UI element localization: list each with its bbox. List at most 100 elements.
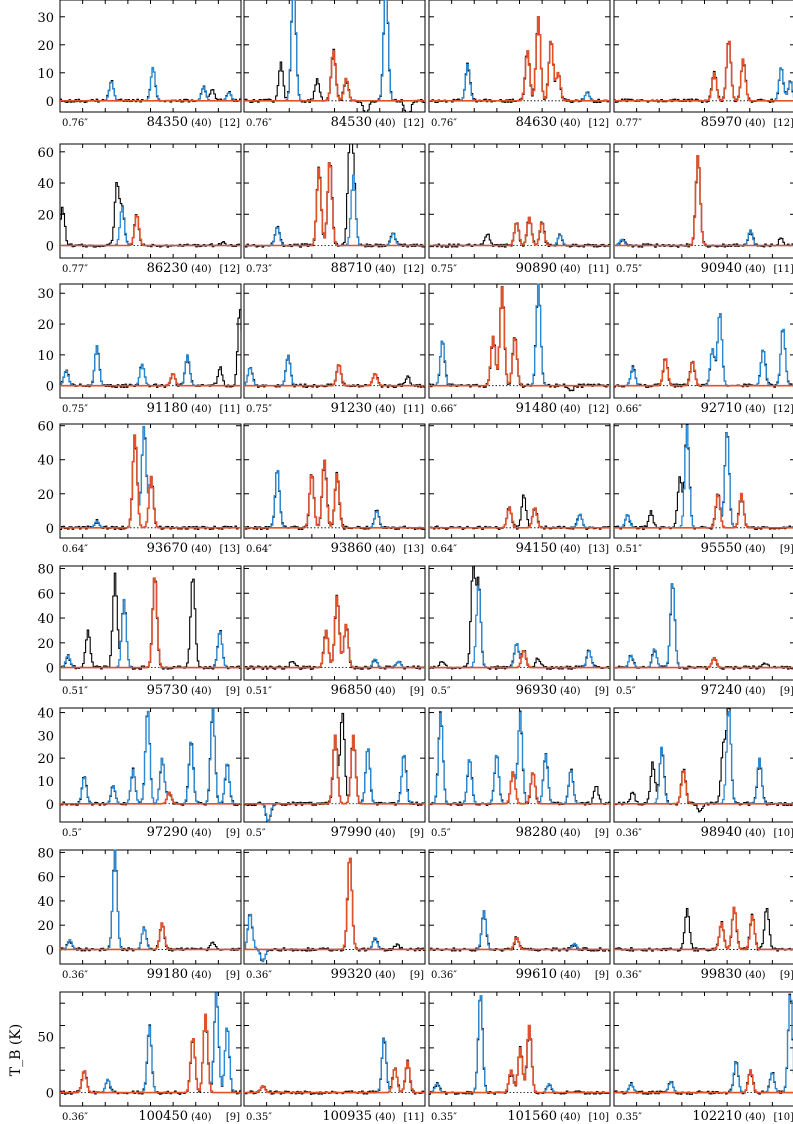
species-model-spectrum xyxy=(244,364,425,387)
y-tick-label: 10 xyxy=(37,349,54,364)
channel-count-label: (40) xyxy=(560,404,581,415)
frequency-label: 93670 xyxy=(147,541,188,556)
y-tick-label: 60 xyxy=(37,146,54,161)
observed-spectrum xyxy=(614,583,793,670)
frequency-label: 96930 xyxy=(516,683,557,698)
spectrum-panel-85970: 0.77″ 85970 (40) [12] xyxy=(613,0,793,130)
observed-spectrum xyxy=(244,858,426,962)
channel-count-label: (40) xyxy=(745,1112,766,1123)
beam-size-label: 0.5″ xyxy=(431,686,451,697)
y-axis-label: T_B (K) xyxy=(8,1024,24,1076)
frequency-label: 92710 xyxy=(701,401,742,416)
panel-frame xyxy=(59,283,242,399)
frequency-label: 97290 xyxy=(147,825,188,840)
species-model-spectrum xyxy=(614,906,793,951)
index-label: [10] xyxy=(588,1112,609,1123)
frequency-label: 99830 xyxy=(701,967,742,982)
spectrum-panel-90890: 0.75″ 90890 (40) [11] xyxy=(428,143,611,276)
y-tick-label: 0 xyxy=(46,1087,54,1102)
frequency-label: 95730 xyxy=(147,683,188,698)
full-model-spectrum xyxy=(429,16,610,102)
channel-count-label: (40) xyxy=(745,686,766,697)
species-model-spectrum xyxy=(429,506,610,529)
index-label: [10] xyxy=(773,1112,793,1123)
spectrum-panel-97290: 0 10 20 30 40 0.5″ 97290 (40) [9] xyxy=(37,707,242,840)
spectrum-panel-90940: 0.75″ 90940 (40) [11] xyxy=(613,143,793,276)
species-model-spectrum xyxy=(429,771,610,805)
spectrum-panel-93860: 0.64″ 93860 (40) [13] xyxy=(243,423,426,556)
species-model-spectrum xyxy=(60,373,241,387)
species-model-spectrum xyxy=(244,50,425,102)
panel-frame xyxy=(613,991,793,1107)
full-model-spectrum xyxy=(614,583,793,669)
index-label: [9] xyxy=(226,686,240,697)
y-tick-label: 10 xyxy=(37,775,54,790)
channel-count-label: (40) xyxy=(191,544,212,555)
channel-count-label: (40) xyxy=(191,404,212,415)
species-model-spectrum xyxy=(244,459,425,529)
frequency-label: 99610 xyxy=(516,967,557,982)
spectrum-panel-102210: 0.35″ 102210 (40) [10] xyxy=(613,991,793,1124)
full-model-spectrum xyxy=(60,66,241,102)
spectrum-panel-97990: 0.5″ 97990 (40) [9] xyxy=(243,707,426,840)
panel-frame xyxy=(59,849,242,965)
channel-count-label: (40) xyxy=(191,686,212,697)
beam-size-label: 0.36″ xyxy=(246,970,272,981)
species-model-spectrum xyxy=(429,650,610,669)
index-label: [9] xyxy=(226,1112,240,1123)
observed-spectrum xyxy=(429,16,611,104)
beam-size-label: 0.64″ xyxy=(62,544,88,555)
index-label: [9] xyxy=(226,970,240,981)
channel-count-label: (40) xyxy=(560,686,581,697)
panel-frame xyxy=(613,0,793,113)
channel-count-label: (40) xyxy=(375,686,396,697)
full-model-spectrum xyxy=(614,995,793,1094)
beam-size-label: 0.36″ xyxy=(62,970,88,981)
y-tick-label: 80 xyxy=(37,846,54,861)
frequency-label: 100935 xyxy=(322,1109,372,1124)
channel-count-label: (40) xyxy=(560,264,581,275)
beam-size-label: 0.77″ xyxy=(616,118,642,129)
species-model-spectrum xyxy=(429,286,610,387)
frequency-label: 91230 xyxy=(331,401,372,416)
index-label: [9] xyxy=(595,970,609,981)
spectrum-panel-97240: 0.5″ 97240 (40) [9] xyxy=(613,565,793,698)
observed-spectrum xyxy=(60,309,242,388)
beam-size-label: 0.75″ xyxy=(616,264,642,275)
observed-spectrum xyxy=(614,42,793,103)
frequency-label: 98940 xyxy=(701,825,742,840)
full-model-spectrum xyxy=(60,206,241,247)
observed-spectrum xyxy=(614,993,793,1095)
y-tick-label: 20 xyxy=(37,208,54,223)
y-tick-label: 0 xyxy=(46,798,54,813)
index-label: [9] xyxy=(226,828,240,839)
spectrum-panel-99610: 0.36″ 99610 (40) [9] xyxy=(428,849,611,982)
species-model-spectrum xyxy=(429,937,610,951)
channel-count-label: (40) xyxy=(375,404,396,415)
spectrum-panel-98940: 0.36″ 98940 (40) [10] xyxy=(613,707,793,840)
full-model-spectrum xyxy=(614,40,793,102)
channel-count-label: (40) xyxy=(560,828,581,839)
frequency-label: 84530 xyxy=(331,115,372,130)
y-tick-label: 50 xyxy=(37,1031,54,1046)
observed-spectrum xyxy=(614,313,793,388)
beam-size-label: 0.66″ xyxy=(431,404,457,415)
channel-count-label: (40) xyxy=(375,1112,396,1123)
channel-count-label: (40) xyxy=(745,264,766,275)
channel-count-label: (40) xyxy=(191,1112,212,1123)
beam-size-label: 0.5″ xyxy=(62,828,82,839)
full-model-spectrum xyxy=(429,585,610,669)
index-label: [11] xyxy=(588,264,609,275)
y-tick-label: 0 xyxy=(46,240,54,255)
beam-size-label: 0.36″ xyxy=(431,970,457,981)
panel-frame xyxy=(613,423,793,539)
index-label: [12] xyxy=(773,404,793,415)
channel-count-label: (40) xyxy=(375,544,396,555)
species-model-spectrum xyxy=(244,162,425,247)
beam-size-label: 0.36″ xyxy=(62,1112,88,1123)
spectrum-panel-101560: 0.35″ 101560 (40) [10] xyxy=(428,991,611,1124)
species-model-spectrum xyxy=(60,922,241,951)
channel-count-label: (40) xyxy=(745,118,766,129)
frequency-label: 101560 xyxy=(507,1109,557,1124)
